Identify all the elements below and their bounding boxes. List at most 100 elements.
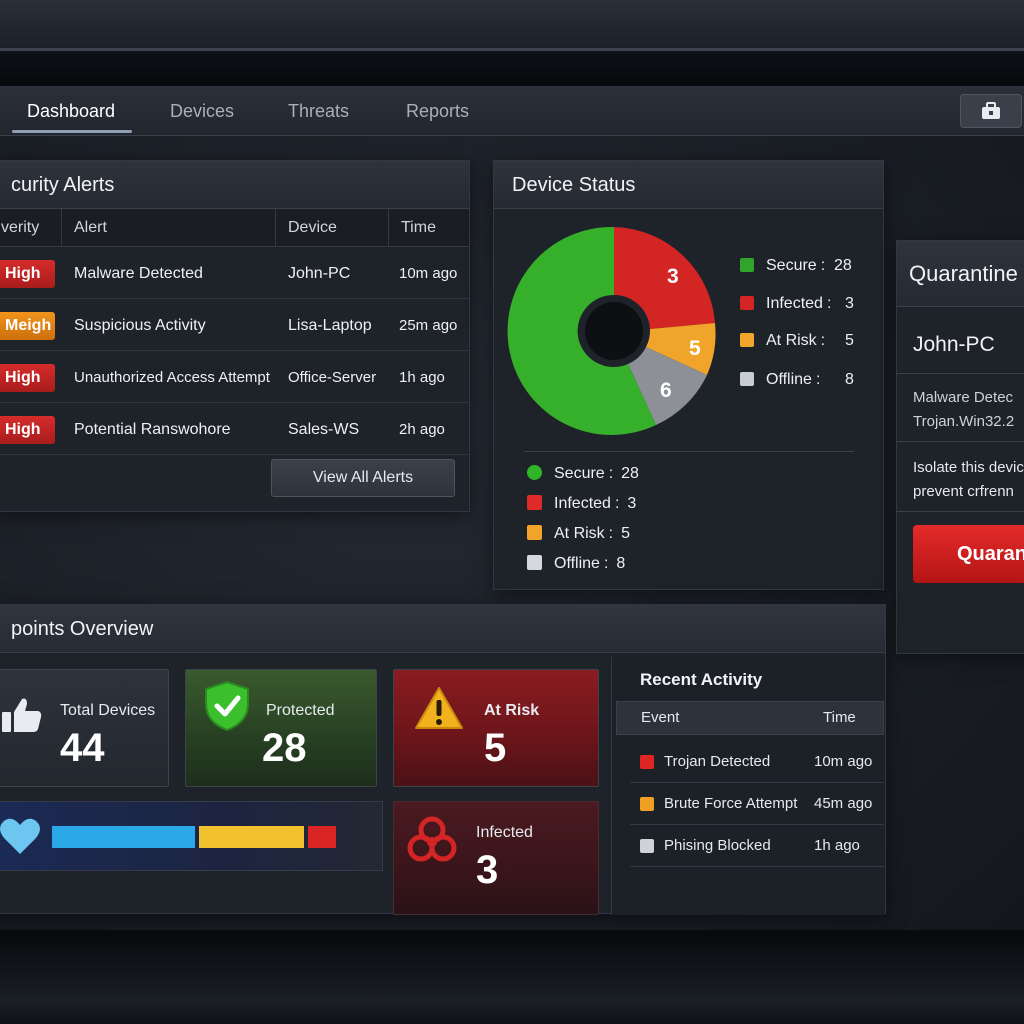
recent-activity-header: Event Time <box>616 701 884 735</box>
at-risk-slice-label: 5 <box>689 337 701 360</box>
donut-hole <box>585 302 643 360</box>
infected-slice-label: 3 <box>667 265 679 288</box>
device-status-donut-chart: 3 5 6 <box>507 226 716 435</box>
legend-offline: Offline: <box>740 369 820 391</box>
legend-at-risk: At Risk: <box>740 330 825 352</box>
total-devices-card[interactable]: Total Devices 44 <box>0 669 169 787</box>
bar-track <box>52 802 372 872</box>
event-time: 1h ago <box>814 837 860 854</box>
offline-slice-label: 6 <box>660 379 672 402</box>
quarantine-button[interactable]: Quaran <box>913 525 1024 583</box>
table-row[interactable]: High Unauthorized Access Attempt Office-… <box>0 352 469 403</box>
bar-segment <box>308 826 336 848</box>
quarantine-panel: Quarantine John-PC Malware Detec Trojan.… <box>896 240 1024 654</box>
monitor-bezel-top <box>0 0 1024 86</box>
tab-threats[interactable]: Threats <box>288 101 350 121</box>
alert-time: 25m ago <box>399 317 458 334</box>
alert-name: Unauthorized Access Attempt <box>74 369 270 386</box>
event-time: 45m ago <box>814 795 873 812</box>
bar-segment <box>199 826 304 848</box>
table-row[interactable]: High Malware Detected John-PC 10m ago <box>0 248 469 299</box>
divider <box>897 441 1024 442</box>
list-item[interactable]: Phising Blocked 1h ago <box>630 825 884 867</box>
view-all-alerts-button[interactable]: View All Alerts <box>271 459 455 497</box>
screen: Dashboard Devices Threats Reports curity… <box>0 86 1024 934</box>
col-event[interactable]: Event <box>641 709 680 726</box>
alerts-table-header: verity Alert Device Time <box>0 209 469 247</box>
tab-reports[interactable]: Reports <box>406 101 470 121</box>
endpoints-overview-panel: points Overview Total Devices 44 Protect… <box>0 604 886 915</box>
quarantine-detail-line2: Trojan.Win32.2 <box>913 413 1015 430</box>
list-item[interactable]: Trojan Detected 10m ago <box>630 741 884 783</box>
quarantine-message-line2: prevent crfrenn <box>913 483 1014 500</box>
legend-swatch <box>740 296 754 310</box>
alert-name: Malware Detected <box>74 265 203 282</box>
secure-slice <box>507 226 656 435</box>
quarantine-device: John-PC <box>913 333 995 356</box>
protected-card[interactable]: Protected 28 <box>185 669 377 787</box>
thumbs-up-icon <box>2 698 42 732</box>
alert-device: Lisa-Laptop <box>288 317 372 334</box>
summary-offline: Offline:8 <box>527 553 625 575</box>
device-status-title: Device Status <box>494 161 883 209</box>
severity-badge: High <box>0 260 55 288</box>
col-time[interactable]: Time <box>401 219 436 236</box>
status-swatch <box>527 495 542 510</box>
device-status-panel: Device Status 3 5 6 Secure: 28 Infected:… <box>493 160 884 590</box>
infected-label: Infected <box>476 824 533 841</box>
event-swatch <box>640 839 654 853</box>
list-item[interactable]: Brute Force Attempt 45m ago <box>630 783 884 825</box>
tab-devices[interactable]: Devices <box>170 101 235 121</box>
status-swatch <box>527 525 542 540</box>
alert-time: 2h ago <box>399 421 445 438</box>
total-devices-label: Total Devices <box>60 702 156 719</box>
security-alerts-panel: curity Alerts verity Alert Device Time H… <box>0 160 470 512</box>
alert-time: 1h ago <box>399 369 445 386</box>
device-health-bar <box>0 801 383 871</box>
table-row[interactable]: High Potential Ranswohore Sales-WS 2h ag… <box>0 404 469 455</box>
legend-secure-value: 28 <box>834 257 852 274</box>
briefcase-button[interactable] <box>960 94 1022 128</box>
alert-name: Potential Ranswohore <box>74 421 231 438</box>
status-swatch <box>527 555 542 570</box>
infected-value: 3 <box>476 848 499 892</box>
at-risk-value: 5 <box>484 726 507 770</box>
header-divider <box>61 209 62 247</box>
severity-badge: High <box>0 364 55 392</box>
infected-card[interactable]: Infected 3 <box>393 801 599 915</box>
recent-activity-title: Recent Activity <box>640 670 763 689</box>
offline-slice <box>628 347 707 425</box>
legend-at-risk-value: 5 <box>845 332 854 349</box>
summary-secure: Secure:28 <box>527 463 639 485</box>
security-alerts-title: curity Alerts <box>0 161 469 209</box>
summary-at-risk: At Risk:5 <box>527 523 630 545</box>
legend-infected: Infected: <box>740 293 831 315</box>
table-row[interactable]: Meigh Suspicious Activity Lisa-Laptop 25… <box>0 300 469 351</box>
tab-dashboard[interactable]: Dashboard <box>27 101 116 121</box>
at-risk-slice <box>646 323 716 375</box>
col-time[interactable]: Time <box>823 709 856 726</box>
alert-device: Sales-WS <box>288 421 360 438</box>
col-device[interactable]: Device <box>288 219 337 236</box>
event-name: Brute Force Attempt <box>664 795 798 812</box>
severity-badge: High <box>0 416 55 444</box>
at-risk-label: At Risk <box>484 702 540 719</box>
legend-infected-value: 3 <box>845 295 854 312</box>
biohazard-icon <box>407 816 457 862</box>
status-dot <box>527 465 542 480</box>
legend-swatch <box>740 372 754 386</box>
col-severity[interactable]: verity <box>1 219 40 236</box>
event-time: 10m ago <box>814 753 873 770</box>
at-risk-card[interactable]: At Risk 5 <box>393 669 599 787</box>
event-name: Trojan Detected <box>664 753 771 770</box>
event-swatch <box>640 755 654 769</box>
protected-value: 28 <box>262 726 307 770</box>
shield-check-icon <box>205 680 249 732</box>
quarantine-detail-line1: Malware Detec <box>913 389 1014 406</box>
alert-device: Office-Server <box>288 369 377 386</box>
legend-secure: Secure: <box>740 255 825 277</box>
heart-icon <box>0 818 40 854</box>
col-alert[interactable]: Alert <box>74 219 107 236</box>
quarantine-message-line1: Isolate this devic <box>913 459 1024 476</box>
event-swatch <box>640 797 654 811</box>
